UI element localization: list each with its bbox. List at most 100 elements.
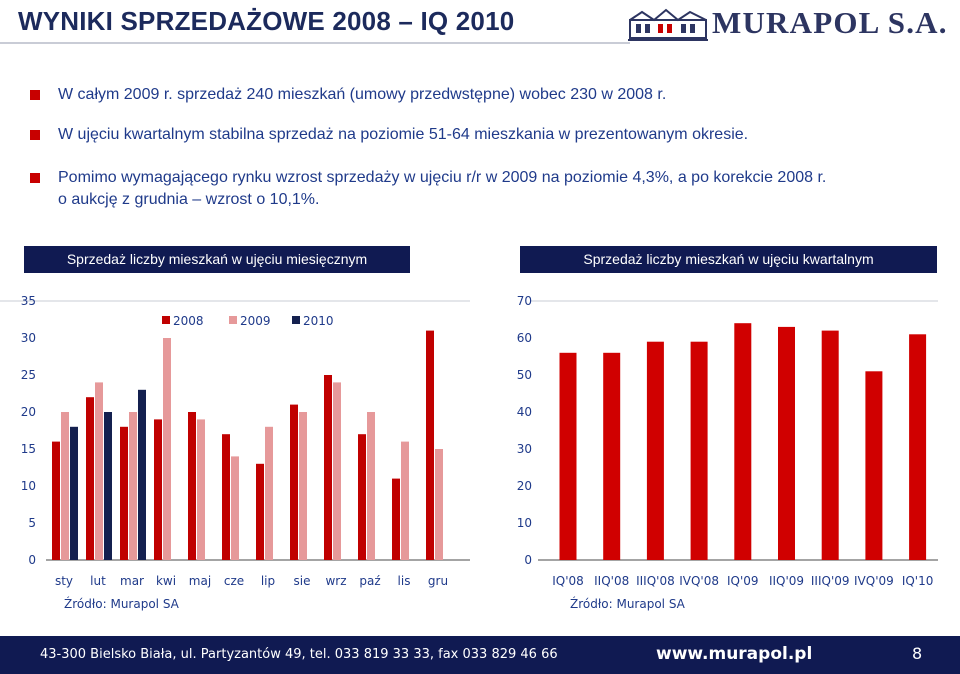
page-title: WYNIKI SPRZEDAŻOWE 2008 – IQ 2010 xyxy=(18,6,515,36)
y-tick-label: 30 xyxy=(517,442,532,456)
bar-2009-cze xyxy=(231,456,239,560)
bullet-marker-icon xyxy=(30,130,40,140)
footer-website-link[interactable]: www.murapol.pl xyxy=(656,644,813,664)
title-divider xyxy=(0,42,630,44)
x-tick-label: kwi xyxy=(156,574,176,588)
bullet-text: Pomimo wymagającego rynku wzrost sprzeda… xyxy=(58,169,827,186)
bar-2008-sie xyxy=(290,404,298,560)
bar-2009-lut xyxy=(95,382,103,560)
bar-2008-gru xyxy=(426,330,434,560)
x-tick-label: sie xyxy=(294,574,311,588)
legend-label: 2009 xyxy=(240,314,271,328)
legend-swatch-2010 xyxy=(292,316,300,324)
bar-2009-kwi xyxy=(163,338,171,560)
chart-source: Źródło: Murapol SA xyxy=(570,596,686,611)
x-tick-label: lis xyxy=(398,574,411,588)
chart-source: Źródło: Murapol SA xyxy=(64,596,180,611)
bullet-text: W całym 2009 r. sprzedaż 240 mieszkań (u… xyxy=(58,86,667,103)
bar-IQ'10 xyxy=(909,334,927,560)
quarterly-chart-header: Sprzedaż liczby mieszkań w ujęciu kwarta… xyxy=(520,246,937,273)
bar-IQ'09 xyxy=(734,323,752,560)
bullet-marker-icon xyxy=(30,90,40,100)
bar-2009-sie xyxy=(299,412,307,560)
x-tick-label: maj xyxy=(189,574,211,588)
bar-2008-lut xyxy=(86,397,94,560)
x-tick-label: lut xyxy=(90,574,106,588)
bar-2009-lip xyxy=(265,426,273,560)
bullet-marker-icon xyxy=(30,173,40,183)
x-tick-label: IQ'10 xyxy=(902,574,934,588)
bar-2008-maj xyxy=(188,412,196,560)
bullet-text: W ujęciu kwartalnym stabilna sprzedaż na… xyxy=(58,126,749,143)
x-tick-label: gru xyxy=(428,574,448,588)
bar-IVQ'09 xyxy=(865,371,883,560)
bar-2008-lip xyxy=(256,463,264,560)
bar-2009-sty xyxy=(61,412,69,560)
bar-IIQ'08 xyxy=(603,352,621,560)
x-tick-label: cze xyxy=(224,574,244,588)
bar-2008-sty xyxy=(52,441,60,560)
x-tick-label: IIQ'08 xyxy=(594,574,629,588)
x-tick-label: IVQ'09 xyxy=(854,574,894,588)
y-tick-label: 0 xyxy=(524,553,532,567)
bar-IVQ'08 xyxy=(690,341,708,560)
bar-2009-paź xyxy=(367,412,375,560)
bar-2009-gru xyxy=(435,449,443,560)
x-tick-label: IQ'08 xyxy=(552,574,584,588)
bar-IIQ'09 xyxy=(778,326,795,560)
bar-2010-sty xyxy=(70,426,78,560)
bar-2009-lis xyxy=(401,441,409,560)
x-tick-label: IIIQ'09 xyxy=(811,574,850,588)
y-tick-label: 30 xyxy=(21,331,36,345)
bar-2009-maj xyxy=(197,419,205,560)
y-tick-label: 10 xyxy=(21,479,36,493)
company-logo: MURAPOL S.A. xyxy=(628,4,954,42)
x-tick-label: IVQ'08 xyxy=(679,574,719,588)
bar-2008-mar xyxy=(120,426,128,560)
x-tick-label: sty xyxy=(55,574,73,588)
legend-label: 2008 xyxy=(173,314,204,328)
x-tick-label: lip xyxy=(261,574,275,588)
y-tick-label: 50 xyxy=(517,368,532,382)
y-tick-label: 40 xyxy=(517,405,532,419)
monthly-chart-header: Sprzedaż liczby mieszkań w ujęciu miesię… xyxy=(24,246,410,273)
legend-swatch-2008 xyxy=(162,316,170,324)
y-tick-label: 35 xyxy=(21,294,36,308)
x-tick-label: IQ'09 xyxy=(727,574,759,588)
x-tick-label: wrz xyxy=(325,574,346,588)
y-tick-label: 60 xyxy=(517,331,532,345)
building-logo-icon xyxy=(628,8,708,41)
bar-2008-wrz xyxy=(324,375,332,560)
page-number: 8 xyxy=(912,644,923,663)
bar-2009-wrz xyxy=(333,382,341,560)
bar-2008-paź xyxy=(358,434,366,560)
x-tick-label: paź xyxy=(359,574,380,588)
quarterly-chart: 0 10 20 30 40 50 60 70 IQ'08 IIQ'08 IIIQ'08 IVQ'08 I… xyxy=(517,294,938,611)
bar-2008-kwi xyxy=(154,419,162,560)
logo-text: MURAPOL S.A. xyxy=(712,5,948,40)
x-tick-label: IIIQ'08 xyxy=(636,574,675,588)
y-tick-label: 0 xyxy=(28,553,36,567)
bar-IQ'08 xyxy=(559,352,577,560)
bar-2008-cze xyxy=(222,434,230,560)
bar-2008-lis xyxy=(392,478,400,560)
legend-swatch-2009 xyxy=(229,316,237,324)
x-tick-label: IIQ'09 xyxy=(769,574,804,588)
legend-label: 2010 xyxy=(303,314,334,328)
bar-2009-mar xyxy=(129,412,137,560)
y-tick-label: 10 xyxy=(517,516,532,530)
y-tick-label: 20 xyxy=(517,479,532,493)
bar-IIIQ'09 xyxy=(821,330,839,560)
y-tick-label: 25 xyxy=(21,368,36,382)
y-tick-label: 70 xyxy=(517,294,532,308)
bar-2010-lut xyxy=(104,412,112,560)
monthly-chart: 0 5 10 15 20 25 30 35 sty lut mar kwi maj cze lip sie wr… xyxy=(0,294,470,611)
y-tick-label: 5 xyxy=(28,516,36,530)
footer-address: 43-300 Bielsko Biała, ul. Partyzantów 49… xyxy=(40,647,558,662)
bar-IIIQ'08 xyxy=(646,341,664,560)
y-tick-label: 15 xyxy=(21,442,36,456)
y-tick-label: 20 xyxy=(21,405,36,419)
bullet-text: o aukcję z grudnia – wzrost o 10,1%. xyxy=(58,191,320,208)
footer-bar: 43-300 Bielsko Biała, ul. Partyzantów 49… xyxy=(0,636,960,674)
bar-2010-mar xyxy=(138,389,146,560)
